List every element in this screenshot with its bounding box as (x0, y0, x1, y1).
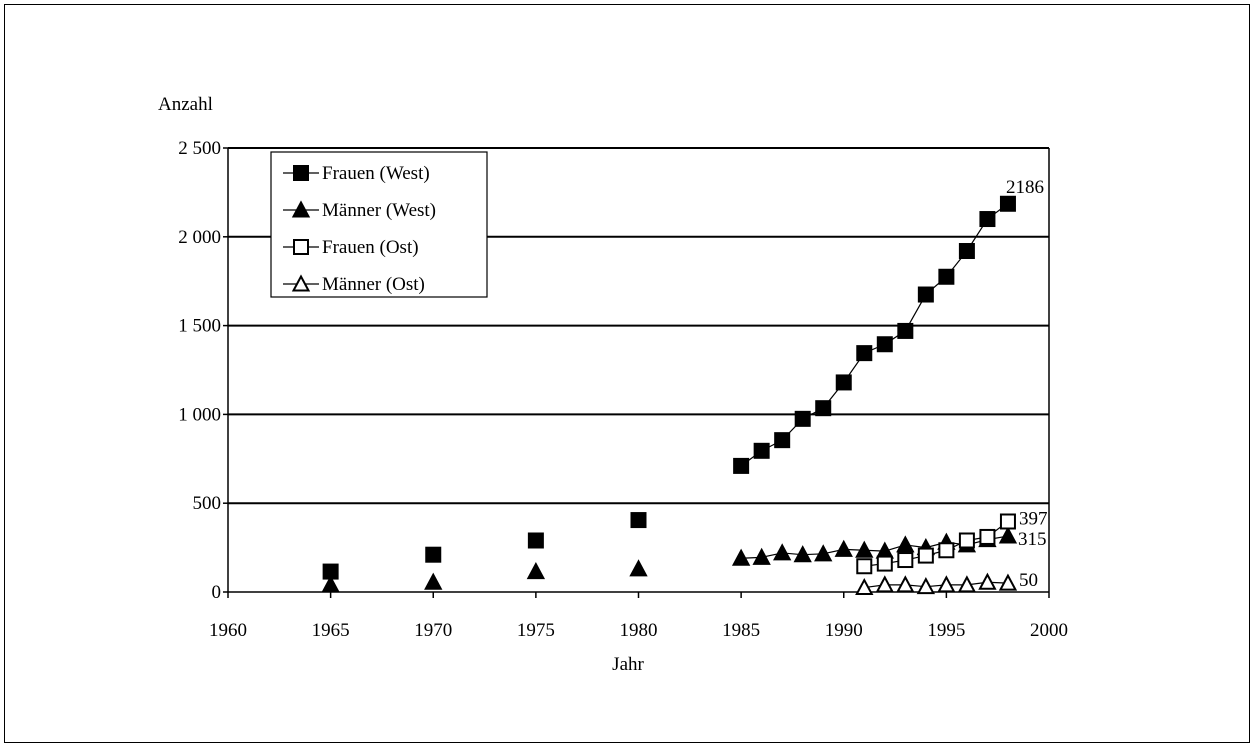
legend-item-frauen-ost: Frauen (Ost) (283, 237, 419, 258)
data-point (814, 544, 833, 562)
y-tick-label: 1 500 (178, 316, 221, 337)
x-tick-label: 1990 (825, 620, 863, 641)
data-point (897, 552, 914, 569)
data-point (917, 547, 934, 564)
data-point (937, 575, 956, 593)
gridlines (228, 147, 1049, 505)
data-point (979, 211, 996, 228)
data-point (938, 268, 955, 285)
data-point (897, 322, 914, 339)
data-point (998, 573, 1018, 591)
x-tick-label: 1995 (927, 620, 965, 641)
legend-item-m-nner-west: Männer (West) (283, 200, 436, 221)
data-point (526, 561, 546, 580)
series-layer (321, 195, 1018, 596)
data-point (425, 546, 442, 563)
legend-marker (293, 165, 309, 181)
data-point (835, 374, 852, 391)
data-point (876, 336, 893, 353)
x-tick-label: 1975 (517, 620, 555, 641)
data-point (794, 410, 811, 427)
data-point (979, 528, 996, 545)
x-tick-label: 1980 (620, 620, 658, 641)
legend-label: Frauen (Ost) (322, 237, 419, 258)
data-point (321, 575, 340, 593)
legend-marker (291, 200, 311, 218)
legend-item-m-nner-ost: Männer (Ost) (283, 274, 425, 295)
y-tick-label: 500 (193, 493, 222, 514)
data-point (773, 543, 792, 561)
y-tick-label: 2 000 (178, 227, 221, 248)
data-point (424, 572, 443, 590)
y-axis-label: Anzahl (158, 94, 213, 115)
data-point (731, 548, 751, 566)
chart-frame (4, 4, 1250, 743)
y-tick-label: 2 500 (178, 138, 221, 159)
y-tick-label: 0 (212, 582, 222, 603)
data-point (999, 513, 1016, 530)
data-point (916, 577, 936, 595)
tick-labels: 0 500 1 000 1 500 2 000 2 500 1960 1965 1970 1975… (178, 138, 1068, 641)
legend-label: Frauen (West) (322, 163, 430, 184)
data-point (876, 555, 893, 572)
data-point (999, 195, 1016, 212)
y-tick-label: 1 000 (178, 404, 221, 425)
series-frauen-ost (856, 513, 1016, 575)
legend-marker (291, 274, 311, 292)
data-point (957, 575, 977, 593)
x-axis-label: Jahr (612, 654, 644, 675)
legend: Frauen (West) Männer (West) Frauen (Ost) Mä… (270, 151, 488, 298)
x-tick-label: 1960 (209, 620, 247, 641)
series-m-nner-ost (855, 572, 1018, 596)
data-point (630, 512, 647, 529)
data-point (958, 532, 975, 549)
data-point (629, 559, 648, 577)
x-tick-label: 1965 (312, 620, 350, 641)
legend-item-frauen-west: Frauen (West) (283, 163, 430, 184)
legend-label: Männer (Ost) (322, 274, 425, 295)
data-point (855, 540, 874, 558)
end-label-m-nner-ost: 50 (1019, 570, 1038, 591)
x-tick-label: 1985 (722, 620, 760, 641)
data-point (815, 400, 832, 417)
data-point (753, 442, 770, 459)
data-point (856, 558, 873, 575)
legend-label: Männer (West) (322, 200, 436, 221)
data-point (958, 243, 975, 260)
x-tick-label: 1970 (414, 620, 452, 641)
data-point (855, 577, 874, 596)
data-point (978, 572, 997, 590)
data-point (896, 575, 915, 593)
x-tick-label: 2000 (1030, 620, 1068, 641)
data-point (875, 575, 894, 593)
data-point (917, 286, 934, 303)
end-label-frauen-west: 2186 (1006, 177, 1044, 198)
series-frauen-west (322, 195, 1016, 580)
data-point (938, 542, 955, 559)
data-point (998, 526, 1018, 544)
data-point (793, 545, 812, 563)
data-point (733, 457, 750, 474)
data-point (896, 535, 915, 553)
end-label-m-nner-west: 315 (1018, 529, 1046, 550)
data-point (774, 432, 791, 449)
data-point (856, 345, 873, 362)
end-label-frauen-ost: 397 (1019, 508, 1047, 529)
legend-marker (293, 239, 309, 255)
data-point (527, 532, 544, 549)
data-point (752, 547, 771, 565)
data-point (834, 539, 853, 557)
